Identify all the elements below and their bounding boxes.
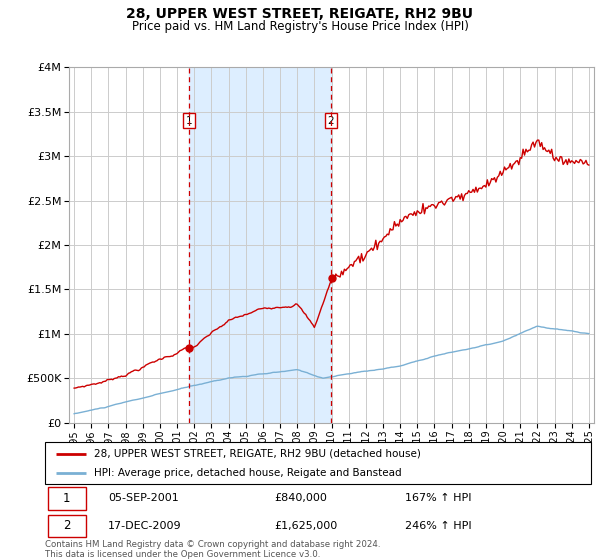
Text: 05-SEP-2001: 05-SEP-2001 — [108, 493, 179, 503]
Text: 28, UPPER WEST STREET, REIGATE, RH2 9BU (detached house): 28, UPPER WEST STREET, REIGATE, RH2 9BU … — [94, 449, 421, 459]
FancyBboxPatch shape — [48, 487, 86, 510]
FancyBboxPatch shape — [48, 515, 86, 536]
FancyBboxPatch shape — [45, 442, 591, 484]
Text: £1,625,000: £1,625,000 — [274, 521, 338, 530]
Text: 246% ↑ HPI: 246% ↑ HPI — [406, 521, 472, 530]
Text: Price paid vs. HM Land Registry's House Price Index (HPI): Price paid vs. HM Land Registry's House … — [131, 20, 469, 32]
Text: HPI: Average price, detached house, Reigate and Banstead: HPI: Average price, detached house, Reig… — [94, 468, 402, 478]
Text: £840,000: £840,000 — [274, 493, 327, 503]
Text: 2: 2 — [328, 115, 334, 125]
Text: 1: 1 — [186, 115, 193, 125]
Text: 1: 1 — [63, 492, 71, 505]
Text: 17-DEC-2009: 17-DEC-2009 — [108, 521, 181, 530]
Text: 28, UPPER WEST STREET, REIGATE, RH2 9BU: 28, UPPER WEST STREET, REIGATE, RH2 9BU — [127, 7, 473, 21]
Bar — [189, 67, 331, 423]
Text: 167% ↑ HPI: 167% ↑ HPI — [406, 493, 472, 503]
Text: 2: 2 — [63, 519, 71, 532]
Text: Contains HM Land Registry data © Crown copyright and database right 2024.
This d: Contains HM Land Registry data © Crown c… — [45, 540, 380, 559]
